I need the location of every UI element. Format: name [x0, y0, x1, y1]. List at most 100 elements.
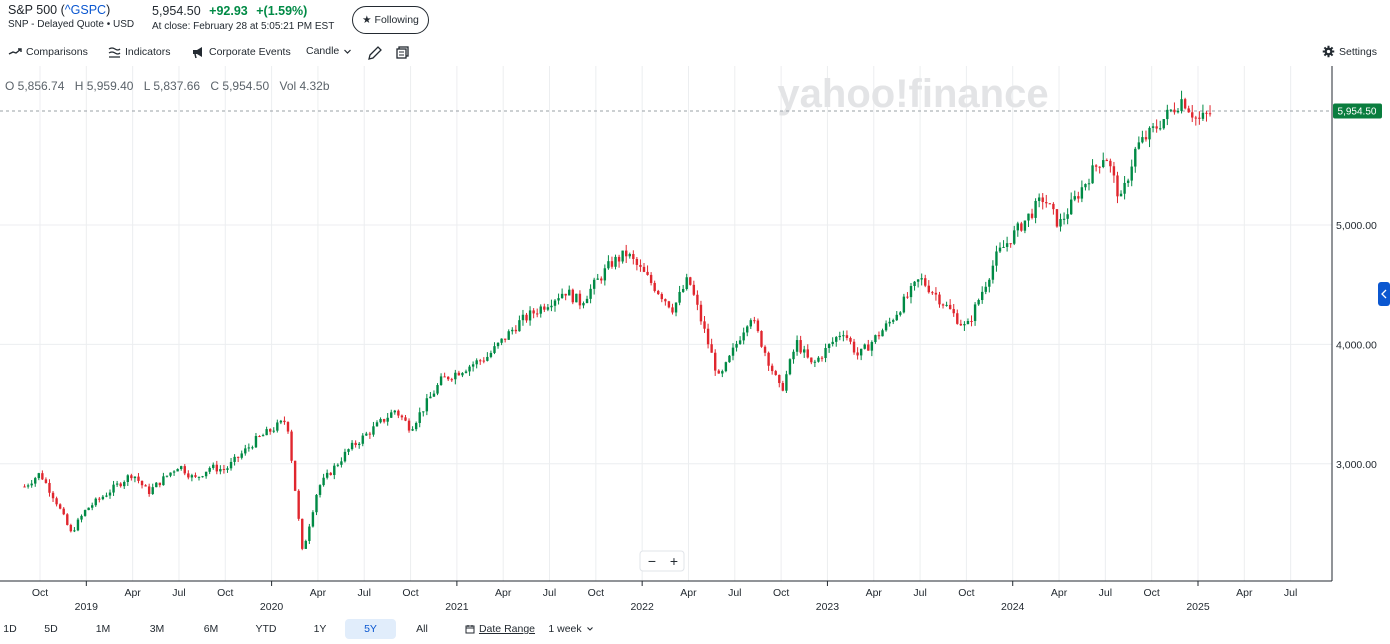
candle-body	[447, 376, 450, 380]
candle	[635, 256, 639, 271]
candle	[724, 361, 728, 373]
candle-body	[123, 481, 126, 487]
candle	[600, 276, 603, 284]
candle	[614, 254, 617, 270]
indicators-button[interactable]: Indicators	[107, 45, 171, 59]
candle	[87, 507, 90, 511]
candle-body	[496, 342, 500, 347]
candle-body	[1034, 200, 1037, 218]
range-button-1y[interactable]: 1Y	[313, 623, 327, 635]
range-button-1m[interactable]: 1M	[95, 623, 111, 635]
candle-body	[1173, 109, 1176, 113]
ticker-symbol-link[interactable]: ^GSPC	[64, 3, 107, 17]
candle-body	[183, 466, 186, 474]
range-button-3m[interactable]: 3M	[149, 623, 165, 635]
candlestick-chart[interactable]: yahoo!finance 5,000.00 4,000.00 3,000.00 Oc…	[0, 66, 1390, 614]
candle	[945, 301, 948, 307]
candle-body	[105, 495, 108, 497]
interval-dropdown[interactable]: 1 week	[545, 619, 597, 639]
candle	[824, 343, 827, 363]
range-button-5d[interactable]: 5D	[44, 623, 58, 635]
candle-body	[852, 341, 856, 353]
candle-body	[1020, 223, 1023, 231]
candle-body	[795, 340, 799, 352]
candle	[820, 356, 824, 362]
candle-body	[806, 349, 809, 358]
draw-button[interactable]	[366, 45, 383, 62]
chevron-down-icon	[344, 49, 352, 54]
candle-body	[568, 289, 571, 296]
candle-body	[318, 485, 322, 495]
candle-body	[1027, 213, 1030, 221]
candle	[1087, 178, 1091, 191]
candle	[649, 272, 653, 286]
zoom-in-button[interactable]: +	[670, 553, 678, 569]
candle-body	[1098, 166, 1101, 168]
candle	[1091, 159, 1094, 184]
candle-body	[62, 508, 65, 515]
candle-body	[596, 278, 599, 280]
candle-body	[1052, 203, 1055, 210]
following-button[interactable]: ★ Following	[352, 6, 429, 34]
candle	[813, 359, 817, 368]
candle-body	[322, 477, 325, 486]
candle-body	[73, 530, 76, 532]
candle-body	[856, 352, 859, 356]
candle-body	[343, 451, 347, 462]
candle	[617, 254, 621, 268]
candle	[290, 429, 293, 463]
candle-body	[1084, 184, 1087, 188]
candle	[123, 480, 126, 489]
x-month-label: Jul	[543, 587, 556, 599]
candle	[158, 482, 162, 488]
candle	[625, 244, 628, 264]
candle	[977, 298, 980, 306]
candle	[73, 527, 76, 533]
candle-body	[717, 370, 720, 374]
close-timestamp: At close: February 28 at 5:05:21 PM EST	[152, 21, 335, 32]
zoom-out-button[interactable]: −	[648, 553, 656, 569]
date-range-button[interactable]: Date Range	[462, 619, 538, 639]
candle-body	[938, 294, 941, 305]
axis-layer: 5,000.00 4,000.00 3,000.00 Oct Apr Jul Oct Apr J…	[0, 66, 1377, 613]
candle-body	[710, 344, 713, 353]
candle-body	[140, 480, 144, 486]
candle	[781, 380, 785, 392]
candle	[404, 414, 407, 422]
candle	[393, 409, 396, 415]
candle	[41, 470, 44, 481]
range-button-ytd[interactable]: YTD	[255, 623, 277, 635]
candle	[973, 302, 977, 326]
candle	[215, 460, 218, 475]
range-button-5y[interactable]: 5Y	[345, 619, 396, 639]
range-button-all[interactable]: All	[416, 623, 428, 635]
comparisons-button[interactable]: Comparisons	[8, 45, 88, 59]
candle-body	[254, 435, 258, 448]
candle-body	[1166, 109, 1169, 120]
candle	[721, 369, 724, 378]
candle-body	[1141, 137, 1144, 143]
chart-type-dropdown[interactable]: Candle	[306, 45, 352, 57]
ohlc-high: H 5,959.40	[74, 79, 134, 93]
candle-body	[404, 417, 407, 421]
candle-body	[98, 498, 101, 500]
corporate-events-button[interactable]: Corporate Events	[191, 45, 291, 59]
range-button-1d[interactable]: 1D	[3, 623, 17, 635]
x-month-label: Apr	[495, 587, 512, 599]
candle-body	[66, 514, 69, 525]
candle	[190, 473, 194, 482]
candle	[849, 336, 852, 345]
candle-body	[835, 337, 838, 342]
layers-button[interactable]	[395, 45, 410, 60]
candle	[1016, 221, 1019, 237]
settings-button[interactable]: Settings	[1322, 45, 1377, 58]
candle	[165, 475, 169, 478]
side-panel-tab[interactable]	[1378, 282, 1390, 306]
candle	[155, 482, 158, 488]
candle	[1176, 108, 1180, 114]
candle	[358, 441, 361, 449]
candle	[251, 445, 254, 450]
candle	[902, 293, 906, 314]
range-button-6m[interactable]: 6M	[203, 623, 219, 635]
candle-body	[560, 293, 564, 299]
